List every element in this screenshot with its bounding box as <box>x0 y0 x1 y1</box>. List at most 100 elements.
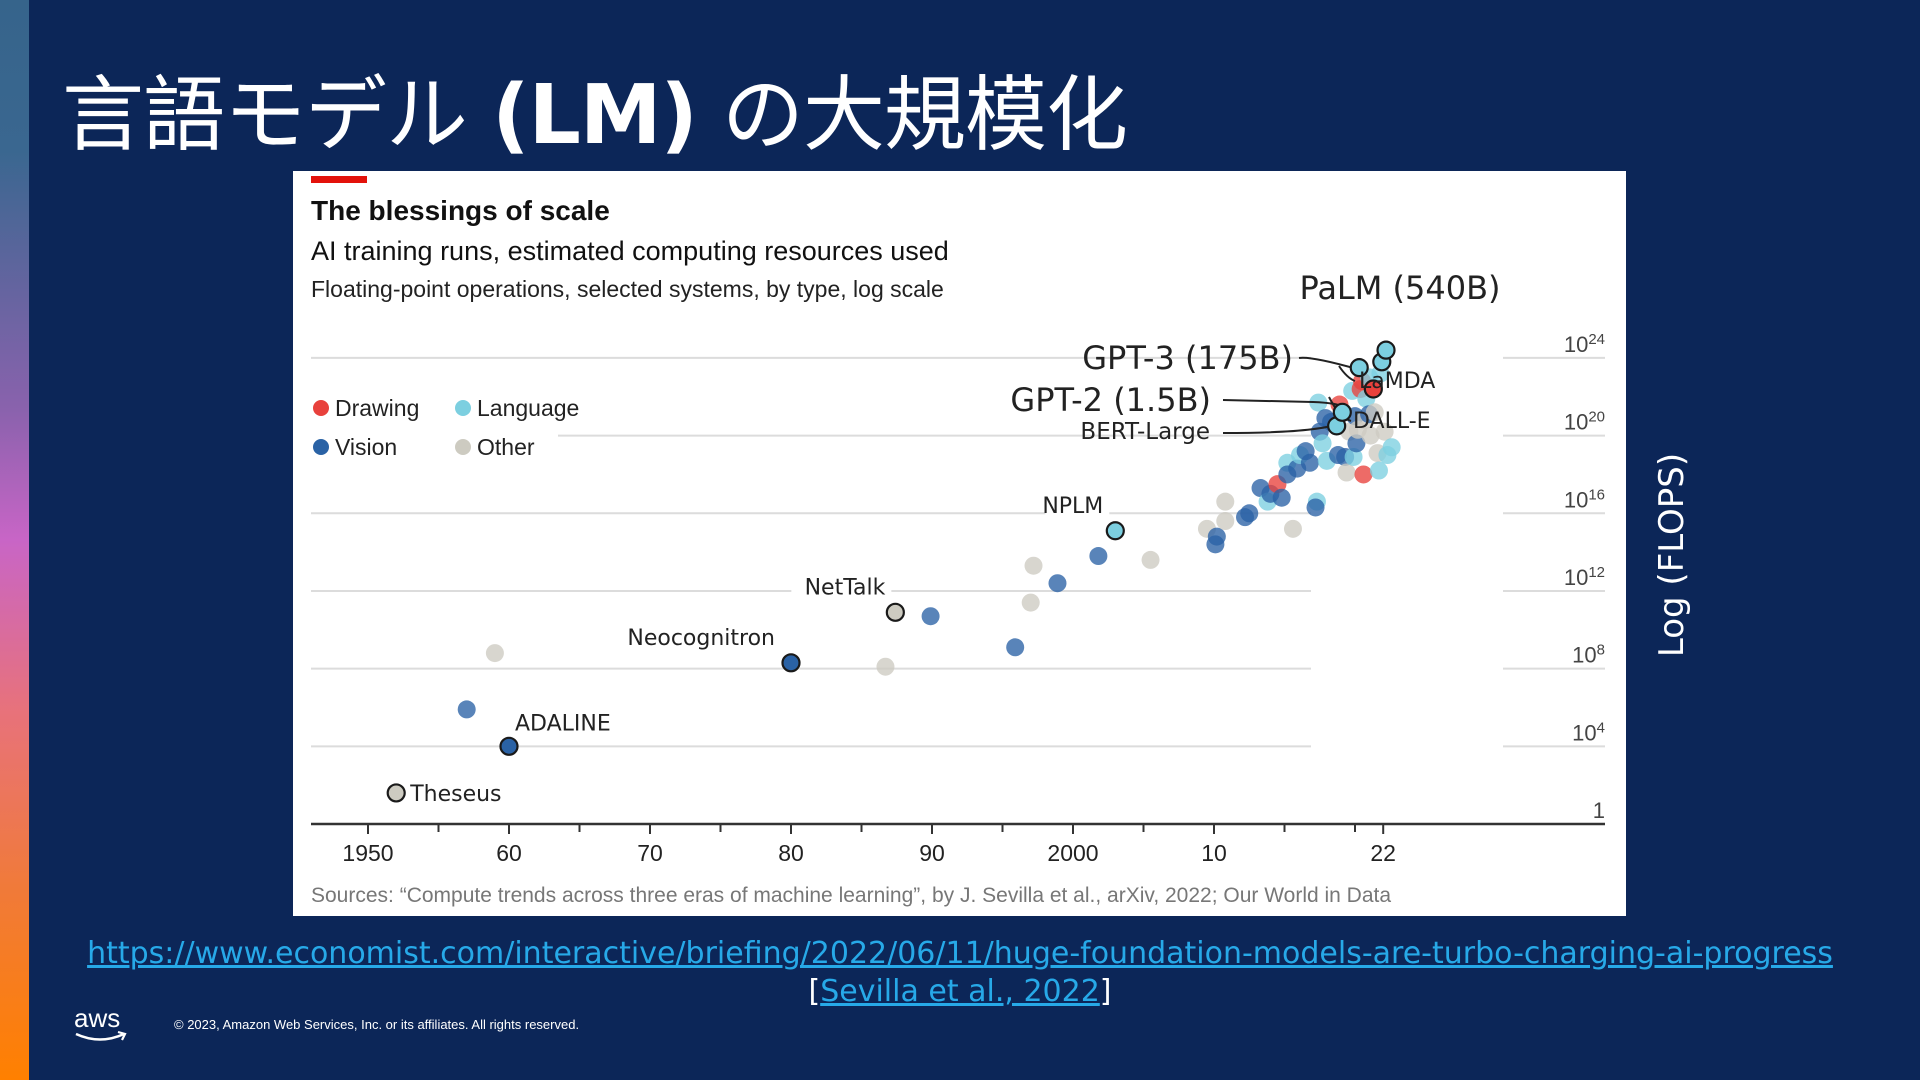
data-point <box>1207 527 1226 546</box>
point-label: GPT-3 (175B) <box>1082 339 1293 377</box>
title-prefix: 言語モデル <box>62 68 468 163</box>
citation-open-bracket: [ <box>808 974 821 1009</box>
legend: Drawing Language Vision Other <box>313 395 579 460</box>
legend-marker-vision <box>313 439 329 455</box>
accent-gradient-bar <box>0 0 29 1080</box>
x-tick-label: 22 <box>1370 840 1396 866</box>
economist-link[interactable]: https://www.economist.com/interactive/br… <box>87 936 1833 971</box>
legend-label-vision: Vision <box>335 434 397 460</box>
data-point <box>1382 438 1401 457</box>
point-label: BERT-Large <box>1080 419 1210 445</box>
citation-line: [Sevilla et al., 2022] <box>0 974 1920 1009</box>
data-point <box>1024 556 1043 575</box>
point-label: NetTalk <box>805 575 886 600</box>
legend-marker-language <box>455 400 471 416</box>
x-tick-label: 70 <box>637 840 663 866</box>
x-axis: 1950 60 70 80 90 2000 10 22 <box>311 822 1605 866</box>
data-point <box>1361 426 1380 445</box>
x-tick-label: 90 <box>919 840 945 866</box>
y-tick-label: 104 <box>1572 719 1605 745</box>
title-suffix: の大規模化 <box>721 68 1128 163</box>
data-point <box>1313 434 1332 453</box>
x-tick-label: 60 <box>496 840 522 866</box>
y-tick-label: 1 <box>1593 798 1605 823</box>
chart-panel: The blessings of scale AI training runs,… <box>293 171 1626 916</box>
svg-text:aws: aws <box>74 1003 120 1033</box>
legend-marker-drawing <box>313 400 329 416</box>
y-tick-label: 1016 <box>1564 486 1605 512</box>
highlighted-point <box>1105 521 1125 541</box>
y-tick-label: 1020 <box>1564 409 1605 435</box>
highlighted-point <box>1363 379 1383 399</box>
x-tick-label: 80 <box>778 840 804 866</box>
point-label: GPT-2 (1.5B) <box>1010 381 1211 419</box>
data-point <box>1369 461 1388 480</box>
data-point <box>1354 465 1373 484</box>
highlighted-point <box>781 653 801 673</box>
y-tick-label: 1012 <box>1564 564 1605 590</box>
leader-line <box>1298 356 1358 370</box>
y-axis-ticks: 1 104 108 1012 1016 1020 1024 <box>1564 331 1605 823</box>
point-label: ADALINE <box>515 711 611 736</box>
data-point <box>1048 574 1067 593</box>
point-labels: Theseus ADALINE Neocognitron NetTalk NPLM BER… <box>386 269 1501 807</box>
economist-red-bar <box>311 176 367 183</box>
copyright-text: © 2023, Amazon Web Services, Inc. or its… <box>174 1017 580 1032</box>
chart-subtitle: AI training runs, estimated computing re… <box>311 236 949 266</box>
slide-title: 言語モデル (LM) の大規模化 <box>62 48 1128 167</box>
data-point <box>1141 550 1160 569</box>
data-point <box>1272 488 1291 507</box>
data-point <box>1347 434 1366 453</box>
data-point <box>1306 498 1325 517</box>
data-point <box>1006 638 1025 657</box>
chart-source: Sources: “Compute trends across three er… <box>311 884 1391 907</box>
x-tick-label: 1950 <box>342 840 393 866</box>
citation-close-bracket: ] <box>1099 974 1112 1009</box>
data-point <box>1365 403 1384 422</box>
scatter-chart: The blessings of scale AI training runs,… <box>311 176 1605 907</box>
highlighted-point <box>1349 358 1369 378</box>
x-tick-label: 2000 <box>1047 840 1098 866</box>
chart-title: The blessings of scale <box>311 195 610 226</box>
highlighted-point <box>1376 340 1396 360</box>
data-points <box>457 364 1401 719</box>
point-label: LaMDA <box>1359 369 1435 394</box>
highlighted-point <box>885 602 905 622</box>
aws-logo-icon: aws <box>74 1003 127 1041</box>
data-point <box>1283 519 1302 538</box>
highlighted-point <box>386 783 406 803</box>
y-axis-label-text: Log (FLOPS) <box>1652 452 1692 658</box>
point-label: PaLM (540B) <box>1299 269 1500 307</box>
data-point <box>1300 453 1319 472</box>
legend-label-other: Other <box>477 434 535 460</box>
legend-label-language: Language <box>477 395 579 421</box>
point-label: NPLM <box>1042 494 1103 519</box>
x-tick-label: 10 <box>1201 840 1227 866</box>
data-point <box>1021 593 1040 612</box>
source-link-line: https://www.economist.com/interactive/br… <box>0 936 1920 971</box>
label-background <box>791 572 892 601</box>
data-point <box>1216 492 1235 511</box>
title-bold: (LM) <box>492 68 698 163</box>
data-point <box>1344 447 1363 466</box>
leader-line <box>1338 365 1356 382</box>
highlighted-point <box>499 736 519 756</box>
legend-label-drawing: Drawing <box>335 395 419 421</box>
y-tick-label: 108 <box>1572 642 1605 668</box>
chart-description: Floating-point operations, selected syst… <box>311 276 944 302</box>
data-point <box>921 607 940 626</box>
data-point <box>1375 422 1394 441</box>
point-label: DALL-E <box>1353 409 1431 434</box>
data-point <box>457 700 476 719</box>
point-label: Theseus <box>409 782 501 807</box>
data-point <box>1089 547 1108 566</box>
highlighted-point <box>1332 402 1352 422</box>
data-point <box>876 657 895 676</box>
data-point <box>1240 504 1259 523</box>
data-point <box>1337 463 1356 482</box>
citation-link[interactable]: Sevilla et al., 2022 <box>820 974 1100 1009</box>
y-tick-label: 1024 <box>1564 331 1605 357</box>
legend-marker-other <box>455 439 471 455</box>
point-label: Neocognitron <box>627 626 775 651</box>
data-point <box>485 644 504 663</box>
